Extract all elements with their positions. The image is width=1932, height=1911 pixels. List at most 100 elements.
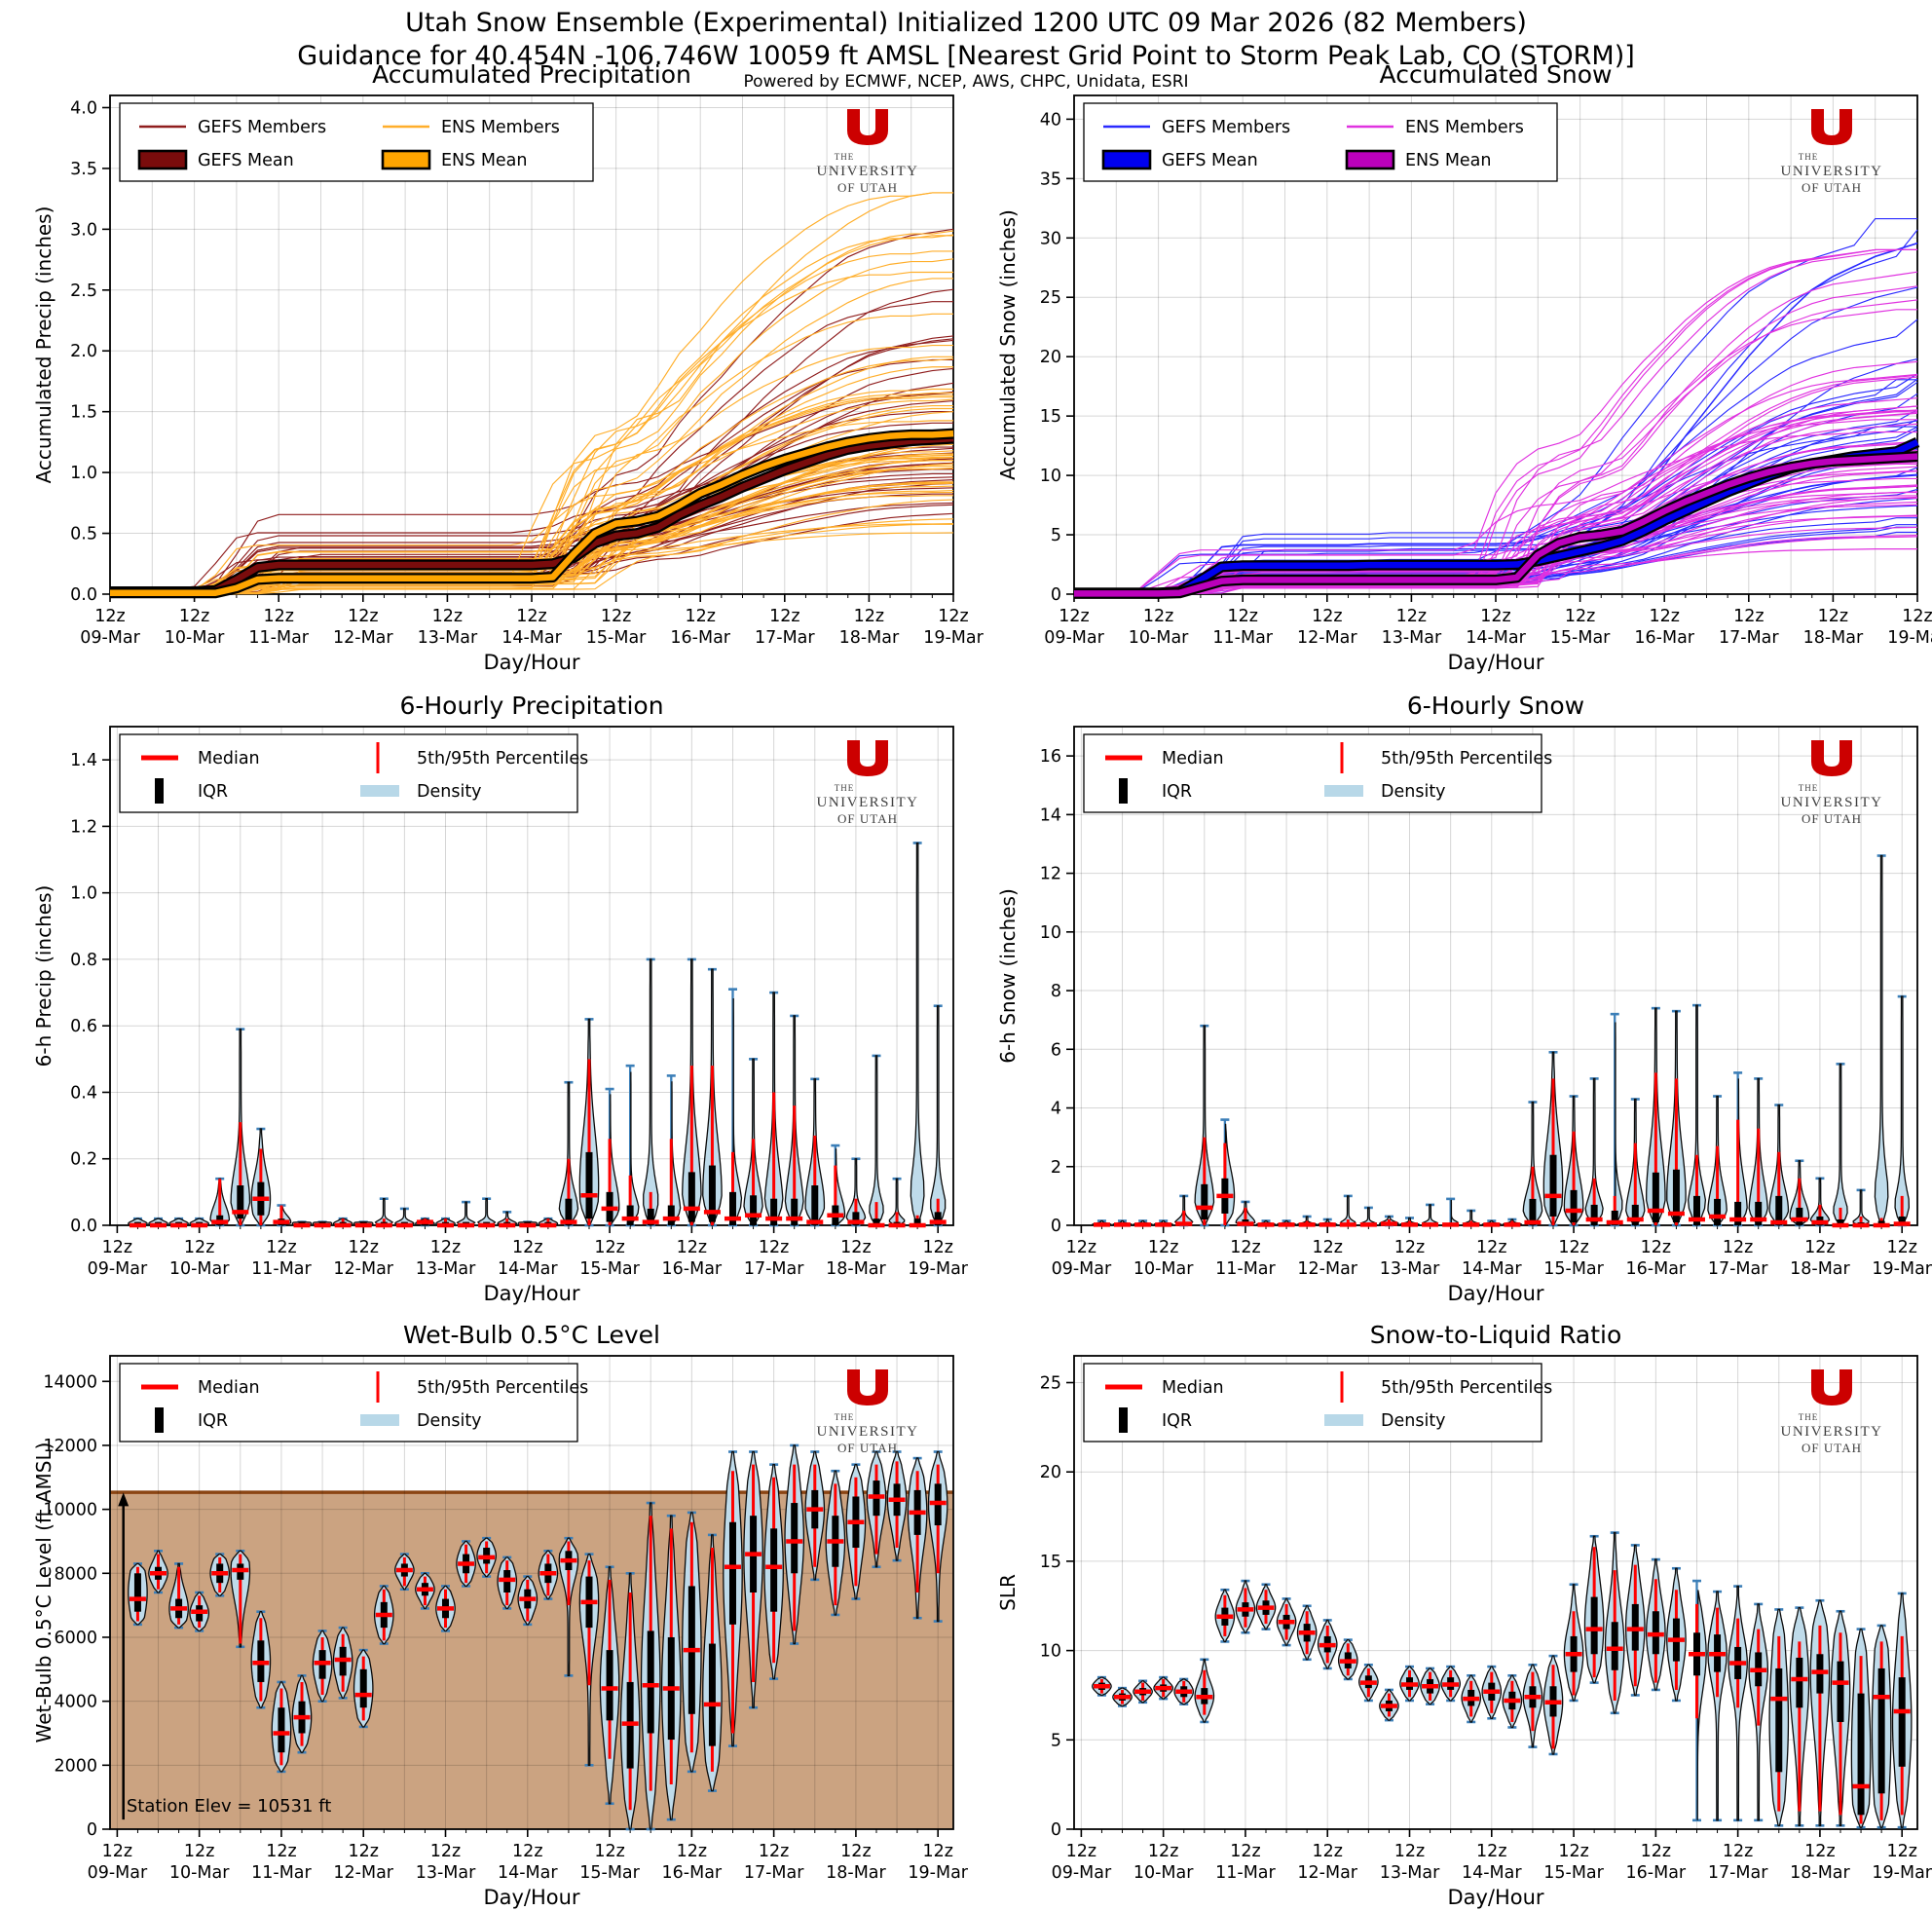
violin [1216,1118,1236,1228]
y-tick-label: 1.2 [70,817,97,837]
violin [784,1014,804,1227]
violin [230,1028,251,1227]
violin-body [1696,1590,1707,1820]
violin [1255,1583,1277,1630]
x-tick-day: 16-Mar [670,628,730,648]
violin [1462,1209,1481,1227]
violin [660,1514,682,1821]
violin [1092,1675,1112,1697]
y-tick-label: 10 [1040,1642,1061,1662]
legend-label: 5th/95th Percentiles [1381,1378,1552,1398]
violin [724,988,743,1227]
legend-label: GEFS Mean [1162,151,1258,170]
iqr-bar [1857,1693,1865,1816]
violins [128,1443,948,1831]
ensemble-member-line [110,228,954,591]
violin [886,1450,908,1562]
legend-label: GEFS Mean [198,151,294,170]
violin-body [558,1537,579,1677]
iqr-bar [770,1198,778,1225]
iqr-bar [1796,1657,1803,1708]
violin [1542,1654,1564,1756]
x-tick-hour: 12z [263,607,293,626]
violin [128,1217,148,1228]
violin [1542,1051,1564,1227]
legend: GEFS Members ENS Members GEFS Mean ENS Mean [1083,102,1558,182]
legend-label: ENS Mean [1405,151,1492,170]
violin [291,1674,313,1754]
x-tick-day: 14-Mar [498,1259,558,1279]
violin [1481,1665,1503,1720]
x-tick-hour: 12z [854,607,884,626]
legend-swatch-iqr [155,1407,164,1433]
x-tick-hour: 12z [677,1238,707,1257]
iqr-bar [687,1172,695,1222]
violin [763,991,784,1227]
x-tick-hour: 12z [1818,607,1848,626]
violin [743,1450,763,1709]
legend-label: ENS Members [1405,118,1524,137]
violin [1442,1197,1460,1227]
x-tick-hour: 12z [102,1238,132,1257]
x-tick-day: 17-Mar [1708,1259,1768,1279]
violin-body [1359,1207,1378,1226]
y-tick-label: 8000 [54,1564,97,1584]
violin [353,1648,374,1729]
violin-body [643,958,659,1226]
x-tick-hour: 12z [1148,1842,1178,1861]
y-tick-label: 0.6 [70,1017,97,1036]
violin [517,1220,539,1228]
x-tick-day: 19-Mar [908,1863,968,1883]
violin [1871,1624,1892,1829]
iqr-bar [1837,1661,1844,1722]
legend-label: Density [417,1411,482,1431]
ens-mean [110,428,954,599]
violin [148,1550,168,1594]
violin [373,1585,394,1645]
x-tick-day: 15-Mar [1550,628,1611,648]
iqr-bar [585,1151,593,1219]
y-tick-label: 30 [1040,229,1061,248]
violins [128,842,947,1228]
gefs-mean [110,432,954,598]
violin [1461,1673,1482,1724]
iqr-bar [565,1198,573,1225]
x-tick-day: 17-Mar [1708,1863,1768,1883]
iqr-bar [728,1191,736,1225]
x-tick-day: 13-Mar [418,628,478,648]
x-tick-day: 13-Mar [1380,1259,1440,1279]
violin [497,1211,518,1228]
violin [1832,1063,1849,1228]
x-tick-day: 16-Mar [1634,628,1694,648]
legend-label: Density [1381,1411,1446,1431]
violin [1809,1598,1831,1827]
violin [825,1469,846,1617]
iqr-bar [1611,1210,1618,1225]
x-tick-hour: 12z [840,1842,871,1861]
y-tick-label: 1.4 [70,751,97,770]
violin [415,1217,435,1227]
y-tick-label: 0.5 [70,525,97,544]
violin [1789,1606,1810,1827]
iqr-bar [647,1630,654,1734]
violin [1399,1665,1420,1703]
legend: Median 5th/95th Percentiles IQR Density [119,733,588,813]
violin [845,1157,867,1227]
violin-body [845,1158,867,1226]
y-tick-label: 1.0 [70,464,97,483]
x-tick-hour: 12z [1312,1842,1342,1861]
y-tick-label: 0.4 [70,1083,97,1103]
x-tick-hour: 12z [601,607,631,626]
svg-text:UNIVERSITY: UNIVERSITY [817,1424,919,1440]
y-tick-label: 6000 [54,1629,97,1648]
x-tick-day: 10-Mar [169,1863,230,1883]
y-tick-label: 1.5 [70,403,97,423]
violin-body [1687,1004,1707,1226]
x-tick-hour: 12z [348,1842,378,1861]
y-tick-label: 8 [1051,982,1061,1001]
x-tick-day: 11-Mar [1215,1259,1276,1279]
violin-body [1707,1591,1728,1821]
violin [1789,1159,1810,1227]
